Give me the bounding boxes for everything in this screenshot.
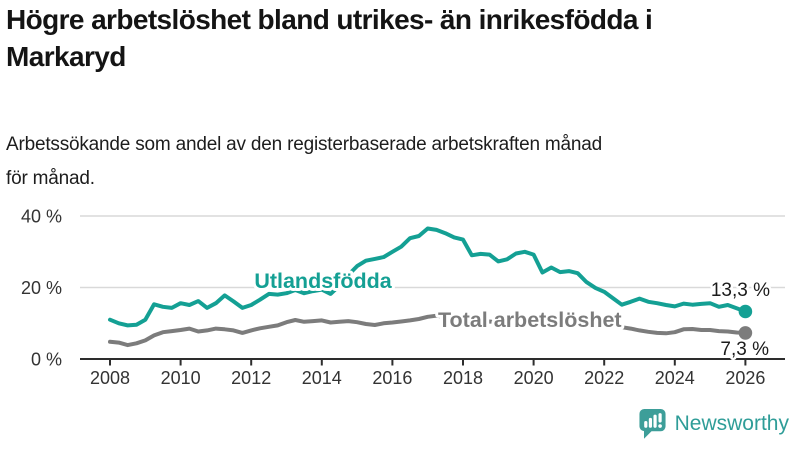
x-axis-ticks: 2008 2010 2012 2014 2016 2018 2020 2022 2024 2026	[90, 359, 765, 388]
chart-subtitle-line-1: Arbetssökande som andel av den registerb…	[6, 134, 603, 155]
x-tick-label: 2026	[725, 368, 765, 388]
end-value-label-utlandsfodda: 13,3 %	[711, 280, 770, 301]
x-tick-label: 2010	[161, 368, 201, 388]
series-label-total-arbetsloshet: Total arbetslöshet	[438, 308, 622, 332]
x-tick-label: 2016	[372, 368, 412, 388]
x-tick-label: 2012	[231, 368, 271, 388]
newsworthy-brand-link[interactable]: Newsworthy	[638, 406, 789, 442]
gridlines	[80, 215, 785, 289]
x-tick-label: 2008	[90, 368, 130, 388]
chart-title-line-1: Högre arbetslöshet bland utrikes- än inr…	[6, 4, 653, 35]
y-tick-label: 0 %	[31, 350, 62, 370]
line-utlandsfodda	[108, 226, 748, 328]
brand-name: Newsworthy	[674, 412, 789, 435]
y-axis-labels: 0 % 20 % 40 %	[21, 207, 62, 370]
end-value-label-total-arbetsloshet: 7,3 %	[720, 339, 769, 360]
end-dot-total-arbetsloshet	[738, 326, 753, 340]
chart-subtitle: Arbetssökande som andel av den registerb…	[6, 128, 786, 196]
x-tick-label: 2022	[584, 368, 624, 388]
end-dot-utlandsfodda	[738, 304, 753, 319]
chart-subtitle-line-2: för månad.	[6, 168, 95, 189]
x-tick-label: 2014	[302, 368, 342, 388]
line-total-arbetsloshet	[108, 313, 748, 348]
y-tick-label: 40 %	[21, 207, 62, 227]
chart-title-line-2: Markaryd	[6, 41, 126, 72]
x-tick-label: 2018	[443, 368, 483, 388]
x-tick-label: 2024	[655, 368, 695, 388]
newsworthy-logo-icon	[639, 409, 666, 439]
y-tick-label: 20 %	[21, 278, 62, 298]
x-tick-label: 2020	[514, 368, 554, 388]
series-label-utlandsfodda: Utlandsfödda	[254, 269, 392, 293]
chart-title: Högre arbetslöshet bland utrikes- än inr…	[6, 1, 796, 75]
